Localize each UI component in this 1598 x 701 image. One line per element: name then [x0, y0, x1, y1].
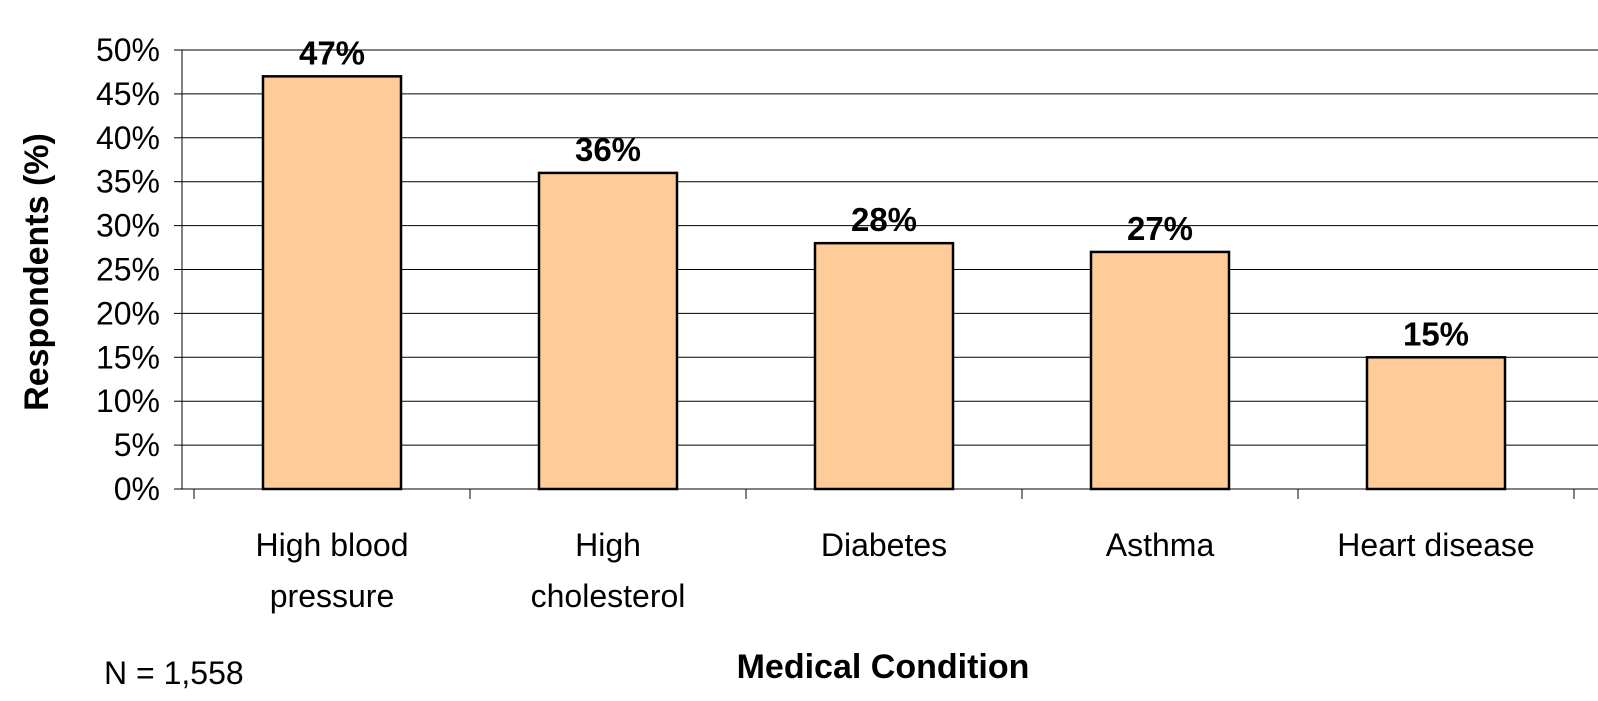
labels: 0% 5% 10% 15% 20% 25% 30% 35% 40% 45% 50% 47% High b…	[96, 32, 1535, 614]
y-tick-label: 35%	[96, 164, 160, 200]
data-label: 27%	[1127, 210, 1193, 247]
y-tick-label: 10%	[96, 383, 160, 419]
y-tick-label: 0%	[114, 471, 160, 507]
x-tick-label: Asthma	[1106, 527, 1215, 563]
y-tick-label: 5%	[114, 427, 160, 463]
y-tick-label: 50%	[96, 32, 160, 68]
axes	[174, 49, 1598, 499]
bar	[537, 171, 679, 491]
data-label: 28%	[851, 201, 917, 238]
bar	[1365, 356, 1507, 491]
x-tick-label: High cholesterol	[531, 527, 686, 614]
x-tick-label: High blood pressure	[256, 527, 409, 614]
bar	[1089, 250, 1231, 491]
y-tick-label: 30%	[96, 208, 160, 244]
y-tick-label: 25%	[96, 252, 160, 288]
x-tick-label: Diabetes	[821, 527, 947, 563]
y-tick-label: 40%	[96, 120, 160, 156]
x-tick-label: Heart disease	[1337, 527, 1534, 563]
bar	[261, 75, 403, 491]
y-axis-title: Respondents (%)	[18, 133, 56, 411]
y-tick-label: 45%	[96, 76, 160, 112]
data-label: 47%	[299, 34, 365, 71]
data-label: 15%	[1403, 315, 1469, 352]
x-axis-title: Medical Condition	[737, 648, 1030, 686]
data-label: 36%	[575, 131, 641, 168]
bar	[813, 241, 955, 491]
sample-size-note: N = 1,558	[104, 655, 244, 691]
y-tick-label: 20%	[96, 295, 160, 331]
y-tick-label: 15%	[96, 339, 160, 375]
